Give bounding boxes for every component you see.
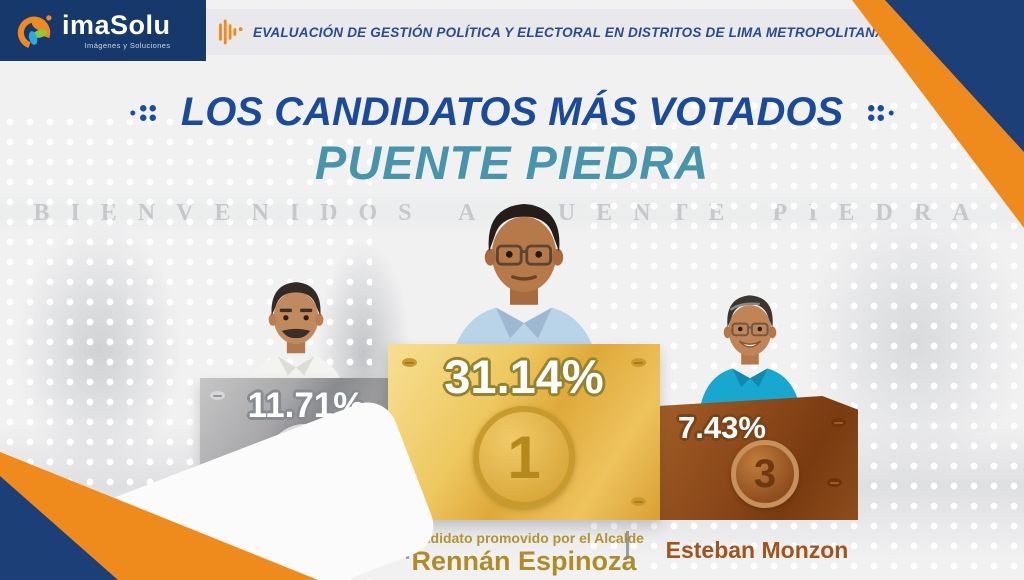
title-dots-right-icon <box>868 104 894 121</box>
percent-first: 31.14% <box>444 350 604 403</box>
page-title: LOS CANDIDATOS MÁS VOTADOS <box>180 90 844 134</box>
candidate-name-second: Milton Jimenez <box>212 537 378 563</box>
candidate-name-third: Esteban Monzon <box>665 537 849 563</box>
rivet-icon <box>827 478 842 487</box>
rivet-icon <box>402 497 417 506</box>
logo-box: imaSolu Imágenes y Soluciones <box>0 0 206 61</box>
rank-badge-2: 2 <box>266 424 344 502</box>
title-row: LOS CANDIDATOS MÁS VOTADOS <box>0 90 1024 135</box>
title-dots-left-icon <box>130 104 156 121</box>
header-banner-text: EVALUACIÓN DE GESTIÓN POLÍTICA Y ELECTOR… <box>253 24 1000 40</box>
rank-badge-3: 3 <box>731 440 799 508</box>
rivet-icon <box>631 497 646 506</box>
rivet-icon <box>210 494 225 503</box>
candidate-photo-esteban-monzon <box>699 295 801 412</box>
corner-ribbon-blue-bottom-left <box>0 476 118 580</box>
name-separator-right <box>626 531 629 559</box>
logo-name: imaSolu <box>62 9 171 40</box>
district-subtitle: PUENTE PIEDRA <box>314 136 710 189</box>
imasolu-logo-icon <box>17 14 52 49</box>
candidate-name-first: Rennán Espinoza <box>411 546 637 576</box>
podium-block-third-place: 7.43% 3 <box>660 396 858 520</box>
podium-block-second-place: 11.71% 2 <box>200 378 390 520</box>
rank-number-first: 1 <box>507 423 541 491</box>
rank-badge-1: 1 <box>473 406 575 508</box>
percent-second: 11.71% <box>247 386 365 425</box>
header-banner: EVALUACIÓN DE GESTIÓN POLÍTICA Y ELECTOR… <box>206 9 1024 55</box>
candidate-note-first: Candidato promovido por el Alcalde <box>404 530 644 546</box>
logo-tagline: Imágenes y Soluciones <box>84 40 171 50</box>
background-photo-tree-left <box>14 220 184 480</box>
rank-number-third: 3 <box>753 451 777 496</box>
podium-block-first-place: 31.14% 1 <box>388 344 660 520</box>
equalizer-bars-icon <box>219 19 243 45</box>
rank-number-second: 2 <box>292 437 318 489</box>
logo-texts: imaSolu Imágenes y Soluciones <box>62 9 171 50</box>
